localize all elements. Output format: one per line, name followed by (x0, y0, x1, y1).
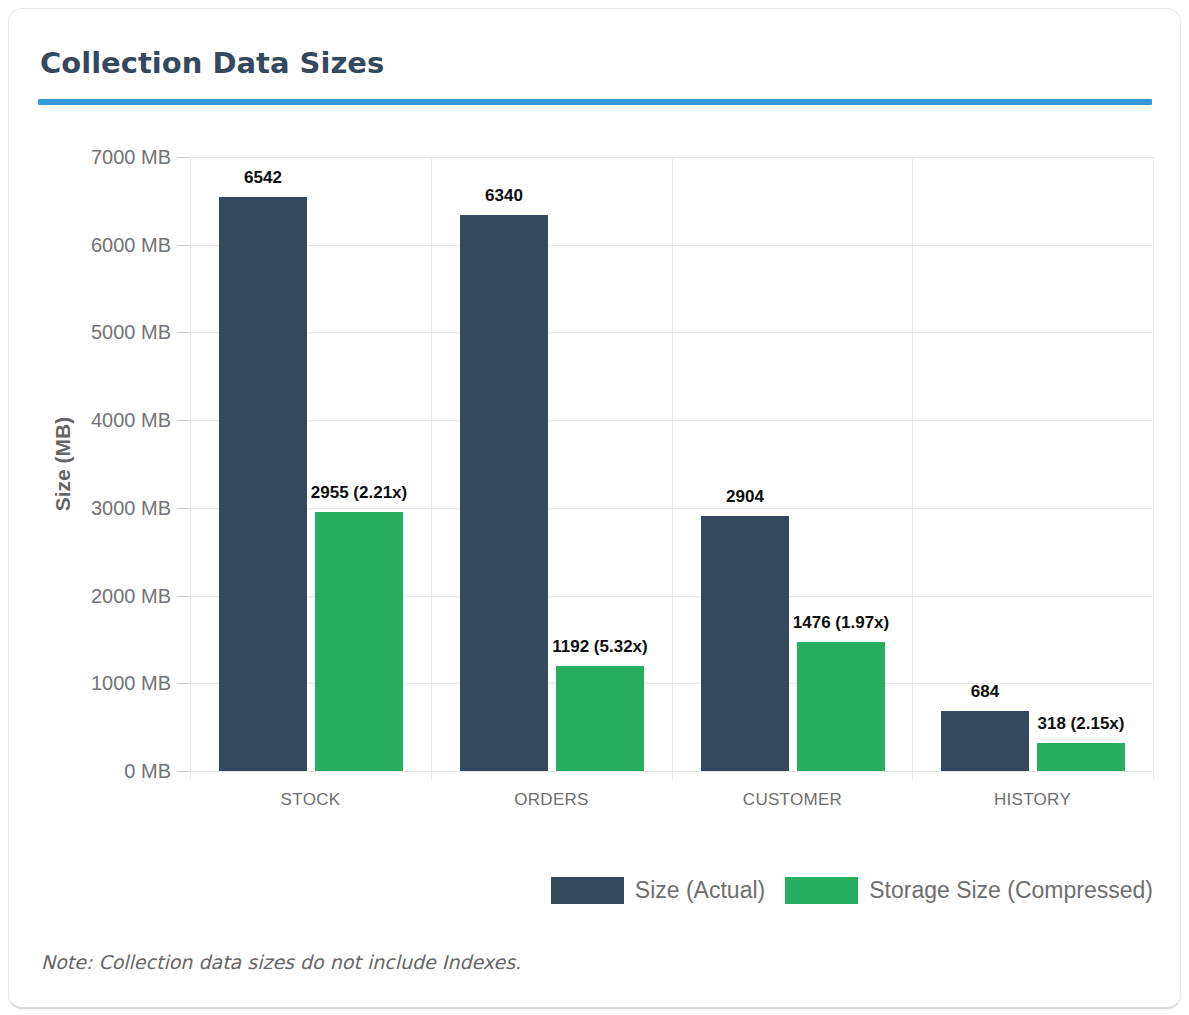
chart-note: Note: Collection data sizes do not inclu… (41, 951, 521, 973)
report-page: Collection Data Sizes Size (MB) 0 MB 1000… (0, 0, 1189, 1015)
bar-value-label: 2955 (2.21x) (269, 482, 449, 504)
legend-label-compressed: Storage Size (Compressed) (869, 875, 1153, 905)
y-axis-tick-label: 0 MB (75, 759, 171, 783)
legend-label-actual: Size (Actual) (635, 875, 765, 905)
y-axis-title: Size (MB) (50, 354, 76, 574)
y-axis-tick (177, 508, 190, 509)
bar-compressed-orders[interactable] (556, 666, 644, 771)
y-axis-tick (177, 420, 190, 421)
y-axis-tick (177, 683, 190, 684)
y-axis-tick (177, 245, 190, 246)
bar-actual-orders[interactable] (460, 215, 548, 771)
y-axis-tick-label: 1000 MB (75, 671, 171, 695)
gridline-vertical (190, 157, 191, 780)
bar-value-label: 1192 (5.32x) (510, 636, 690, 658)
y-axis-tick (177, 596, 190, 597)
bar-compressed-history[interactable] (1037, 743, 1125, 771)
y-axis-tick-label: 6000 MB (75, 233, 171, 257)
chart-legend: Size (Actual) Storage Size (Compressed) (551, 875, 1153, 905)
y-axis-tick-label: 7000 MB (75, 145, 171, 169)
title-accent-rule (38, 99, 1152, 105)
bar-value-label: 6542 (173, 167, 353, 189)
legend-item-actual[interactable]: Size (Actual) (551, 875, 765, 905)
gridline-vertical (1153, 157, 1154, 780)
x-axis-category-label: STOCK (190, 790, 431, 810)
x-axis-category-label: CUSTOMER (672, 790, 913, 810)
page-title: Collection Data Sizes (40, 46, 384, 80)
x-axis-category-label: HISTORY (912, 790, 1153, 810)
y-axis-tick (177, 771, 190, 772)
gridline-vertical (672, 157, 673, 780)
y-axis-tick (177, 157, 190, 158)
y-axis-tick-label: 5000 MB (75, 320, 171, 344)
bar-value-label: 318 (2.15x) (991, 713, 1171, 735)
bar-value-label: 1476 (1.97x) (751, 612, 931, 634)
bar-compressed-stock[interactable] (315, 512, 403, 771)
bar-actual-customer[interactable] (701, 516, 789, 771)
legend-item-compressed[interactable]: Storage Size (Compressed) (785, 875, 1153, 905)
bar-value-label: 2904 (655, 486, 835, 508)
y-axis-tick-label: 2000 MB (75, 584, 171, 608)
bar-value-label: 684 (895, 681, 1075, 703)
bar-compressed-customer[interactable] (797, 642, 885, 771)
legend-swatch-compressed (785, 877, 858, 904)
legend-swatch-actual (551, 877, 624, 904)
y-axis-tick-label: 3000 MB (75, 496, 171, 520)
bar-value-label: 6340 (414, 185, 594, 207)
y-axis-tick (177, 332, 190, 333)
gridline-vertical (431, 157, 432, 780)
x-axis-category-label: ORDERS (431, 790, 672, 810)
y-axis-tick-label: 4000 MB (75, 408, 171, 432)
